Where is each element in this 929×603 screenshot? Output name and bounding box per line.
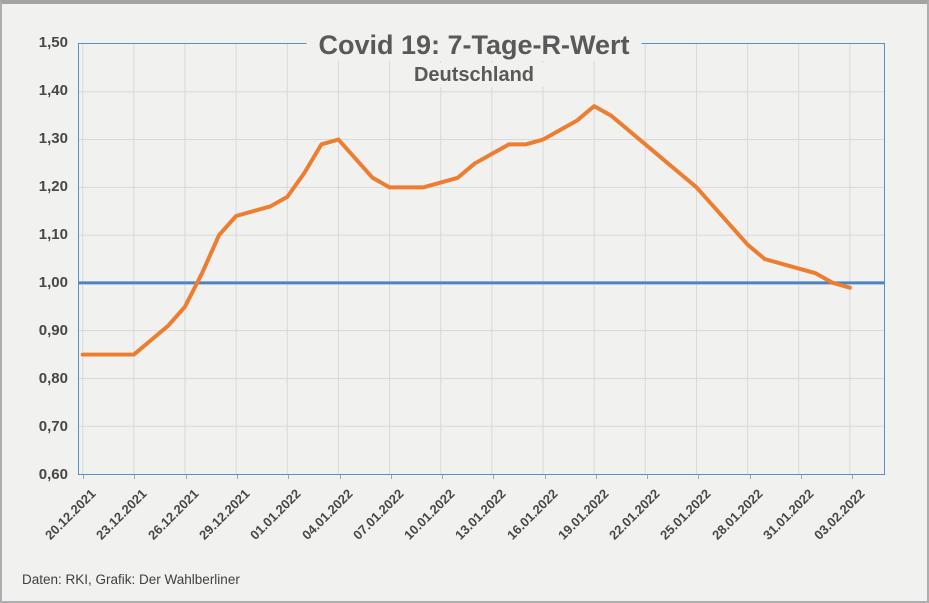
y-tick-label: 1,10 bbox=[38, 226, 68, 243]
x-axis-tick bbox=[698, 475, 700, 479]
x-tick-label: 29.12.2021 bbox=[195, 486, 253, 543]
x-tick-label: 22.01.2022 bbox=[606, 486, 663, 543]
x-axis-tick bbox=[185, 475, 187, 479]
x-axis-tick bbox=[390, 475, 392, 479]
y-tick-label: 0,70 bbox=[38, 418, 68, 435]
x-axis-tick bbox=[442, 475, 444, 479]
x-axis-tick bbox=[749, 475, 751, 479]
x-axis-tick bbox=[237, 475, 239, 479]
x-tick-label: 13.01.2022 bbox=[452, 486, 509, 543]
x-tick-label: 25.01.2022 bbox=[657, 486, 715, 543]
y-tick-label: 0,60 bbox=[38, 466, 68, 483]
x-axis-tick bbox=[83, 475, 85, 479]
x-tick-label: 07.01.2022 bbox=[349, 486, 407, 543]
r-value-series-line bbox=[80, 104, 852, 357]
x-axis-tick bbox=[595, 475, 597, 479]
chart-title: Covid 19: 7-Tage-R-Wert bbox=[306, 29, 642, 61]
x-axis-tick bbox=[852, 475, 854, 479]
x-tick-label: 10.01.2022 bbox=[401, 486, 458, 543]
y-tick-label: 1,30 bbox=[38, 130, 68, 147]
y-tick-label: 1,00 bbox=[38, 274, 68, 291]
x-axis-tick bbox=[801, 475, 803, 479]
x-axis-tick bbox=[134, 475, 136, 479]
x-tick-label: 19.01.2022 bbox=[554, 486, 612, 543]
x-axis-tick bbox=[493, 475, 495, 479]
y-tick-label: 0,90 bbox=[38, 322, 68, 339]
x-tick-label: 03.02.2022 bbox=[811, 486, 868, 543]
x-tick-label: 28.01.2022 bbox=[708, 486, 766, 543]
source-caption: Daten: RKI, Grafik: Der Wahlberliner bbox=[22, 572, 240, 587]
y-tick-label: 0,80 bbox=[38, 370, 68, 387]
chart-plot bbox=[79, 44, 884, 474]
plot-area bbox=[78, 43, 885, 475]
y-tick-label: 1,40 bbox=[38, 82, 68, 99]
x-tick-label: 31.01.2022 bbox=[760, 486, 817, 543]
x-axis-tick bbox=[647, 475, 649, 479]
x-tick-label: 20.12.2021 bbox=[42, 486, 99, 543]
y-tick-label: 1,20 bbox=[38, 178, 68, 195]
x-axis-tick bbox=[288, 475, 290, 479]
x-tick-label: 23.12.2021 bbox=[93, 486, 151, 543]
x-tick-label: 16.01.2022 bbox=[503, 486, 561, 543]
x-tick-label: 04.01.2022 bbox=[298, 486, 356, 543]
y-tick-label: 1,50 bbox=[38, 34, 68, 51]
x-axis-tick bbox=[544, 475, 546, 479]
x-tick-label: 26.12.2021 bbox=[144, 486, 202, 543]
x-axis-tick bbox=[339, 475, 341, 479]
chart-subtitle: Deutschland bbox=[403, 63, 545, 87]
x-tick-label: 01.01.2022 bbox=[247, 486, 304, 543]
